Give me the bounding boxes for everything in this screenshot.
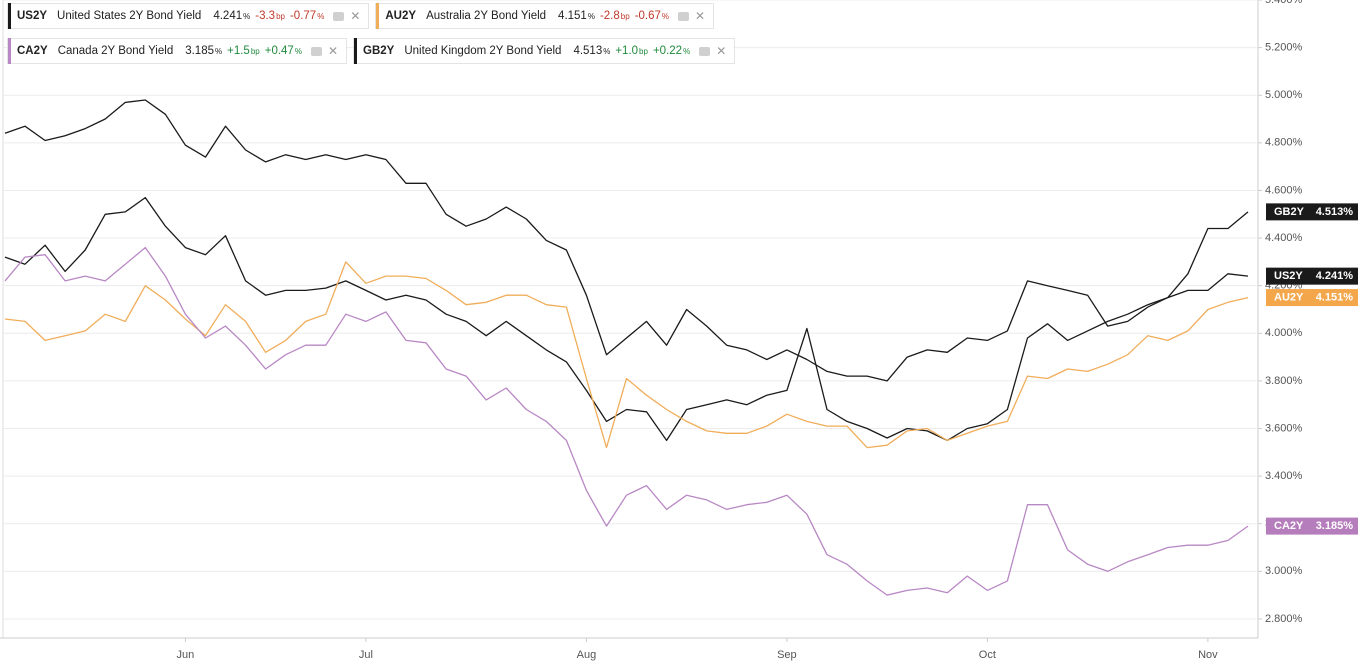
legend-last: 4.513: [573, 45, 603, 57]
legend-last: 4.151: [558, 10, 587, 22]
end-label-box: [1266, 517, 1358, 535]
end-label-code: AU2Y: [1274, 291, 1304, 303]
end-label-code: CA2Y: [1274, 520, 1304, 532]
legend-remove[interactable]: ✕: [695, 9, 706, 23]
y-tick-label: 4.600%: [1265, 184, 1303, 196]
x-tick-label: Jun: [177, 649, 195, 661]
y-tick-label: 2.800%: [1265, 613, 1303, 625]
legend-color: [376, 3, 380, 29]
legend-color: [8, 3, 11, 29]
legend-change-pct: +0.22: [652, 45, 683, 57]
x-tick-label: Sep: [777, 649, 797, 661]
legend-remove[interactable]: ✕: [716, 44, 727, 58]
end-label-value: 4.151%: [1316, 291, 1354, 303]
y-tick-label: 3.800%: [1265, 375, 1303, 387]
end-label-value: 4.513%: [1316, 206, 1354, 218]
end-label-code: US2Y: [1274, 270, 1303, 282]
legend-last: 4.241: [213, 10, 243, 22]
legend-unit: %: [243, 11, 251, 21]
legend-code: CA2Y: [17, 45, 48, 57]
legend-item: US2Y United States 2Y Bond Yield 4.241% -3.…: [7, 3, 370, 29]
y-tick-label: 4.000%: [1265, 327, 1303, 339]
legend-last: 3.185: [185, 45, 214, 57]
legend-change-pct: -0.67: [634, 10, 661, 22]
legend-settings-icon[interactable]: [310, 46, 322, 56]
series-line: [4, 246, 1249, 596]
legend-unit: bp: [250, 46, 260, 56]
legend-change: -2.8: [599, 10, 620, 22]
y-tick-label: 5.000%: [1265, 89, 1303, 101]
legend-unit: bp: [620, 11, 630, 21]
x-tick-label: Nov: [1198, 649, 1218, 661]
legend-full-name: United Kingdom 2Y Bond Yield: [404, 45, 562, 57]
x-tick-label: Aug: [577, 649, 597, 661]
legend-code: GB2Y: [363, 45, 395, 57]
legend-full-name: Australia 2Y Bond Yield: [426, 10, 547, 22]
legend-unit: bp: [276, 11, 285, 21]
y-tick-label: 4.800%: [1265, 137, 1303, 149]
end-label-value: 4.241%: [1316, 270, 1354, 282]
end-label: AU2Y 4.151%: [1266, 289, 1358, 307]
legend-change: +1.5: [227, 45, 250, 57]
y-tick-label: 4.400%: [1265, 232, 1303, 244]
legend-item: CA2Y Canada 2Y Bond Yield 3.185% +1.5 bp +0.4…: [7, 38, 348, 64]
legend-color: [8, 38, 11, 64]
legend-unit: %: [683, 46, 691, 56]
legend: US2Y United States 2Y Bond Yield 4.241% -3.…: [7, 3, 1057, 64]
end-label-code: GB2Y: [1274, 206, 1305, 218]
legend-unit: %: [587, 11, 595, 21]
legend-full-name: United States 2Y Bond Yield: [57, 10, 202, 22]
legend-settings-icon[interactable]: [333, 11, 345, 21]
legend-settings-icon[interactable]: [678, 11, 690, 21]
end-label: US2Y 4.241%: [1266, 267, 1358, 285]
end-label-box: [1266, 203, 1358, 221]
end-label-value: 3.185%: [1316, 520, 1354, 532]
end-label: CA2Y 3.185%: [1266, 517, 1358, 535]
legend-code: US2Y: [17, 10, 48, 22]
legend-remove[interactable]: ✕: [350, 9, 361, 23]
legend-remove[interactable]: ✕: [327, 44, 339, 58]
legend-full-name: Canada 2Y Bond Yield: [57, 45, 174, 57]
legend-item: GB2Y United Kingdom 2Y Bond Yield 4.513% +1…: [353, 38, 736, 64]
x-tick-label: Jul: [359, 649, 373, 661]
end-label: GB2Y 4.513%: [1266, 203, 1358, 221]
end-label-box: [1266, 267, 1358, 285]
y-tick-label: 5.200%: [1265, 42, 1303, 54]
series-line: [4, 261, 1249, 449]
legend-change-pct: +0.47: [264, 45, 294, 57]
legend-change: +1.0: [615, 45, 639, 57]
legend-change-pct: -0.77: [289, 10, 317, 22]
y-tick-label: 3.000%: [1265, 565, 1303, 577]
legend-unit: %: [294, 46, 302, 56]
legend-settings-icon[interactable]: [699, 46, 711, 56]
legend-unit: %: [603, 46, 611, 56]
x-tick-label: Oct: [979, 649, 996, 661]
legend-unit: %: [661, 11, 670, 21]
legend-code: AU2Y: [385, 10, 417, 22]
series-line: [4, 196, 1249, 442]
legend-unit: %: [317, 11, 325, 21]
y-tick-label: 3.400%: [1265, 470, 1303, 482]
legend-item: AU2Y Australia 2Y Bond Yield 4.151% -2.8 bp -…: [375, 3, 715, 29]
series-line: [4, 99, 1249, 382]
end-label-box: [1266, 289, 1358, 307]
legend-unit: bp: [639, 46, 648, 56]
y-tick-label: 5.400%: [1265, 0, 1303, 6]
legend-unit: %: [215, 46, 223, 56]
legend-change: -3.3: [255, 10, 276, 22]
y-tick-label: 3.600%: [1265, 422, 1303, 434]
legend-color: [354, 38, 358, 64]
